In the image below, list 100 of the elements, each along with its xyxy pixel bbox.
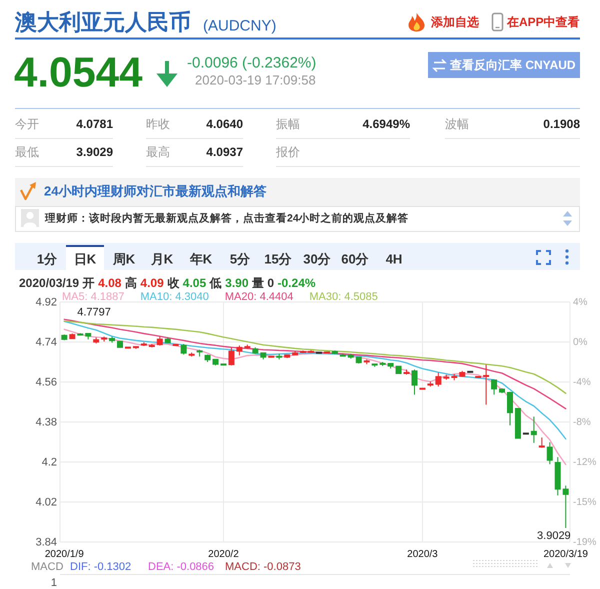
text: MA5: 4.1887 xyxy=(62,290,124,303)
text: 添加自选 xyxy=(430,15,479,30)
y-tick-label: 4.38 xyxy=(36,416,57,429)
annotation: 3.9029 xyxy=(537,530,571,542)
candlestick xyxy=(483,364,490,406)
line-series xyxy=(64,320,566,394)
text: 15分 xyxy=(264,252,293,267)
y-tick-label: 4.74 xyxy=(36,336,57,349)
candlestick xyxy=(404,369,410,375)
candlestick xyxy=(356,356,362,364)
candlestick xyxy=(180,344,187,355)
candlestick xyxy=(435,372,442,387)
text: 波幅 xyxy=(445,117,469,132)
text: -0.0096 (-0.2362%) xyxy=(187,54,316,72)
candlestick xyxy=(236,345,242,356)
candlestick xyxy=(276,353,282,360)
candlestick xyxy=(124,346,131,349)
text: 4.09 xyxy=(140,276,164,290)
y2-tick-label: -4% xyxy=(573,377,591,388)
candlestick xyxy=(443,374,450,380)
candlestick xyxy=(340,353,346,357)
y-tick-label: 4.92 xyxy=(36,296,57,309)
candlestick xyxy=(364,358,370,365)
text: 最低 xyxy=(15,145,39,160)
candlestick xyxy=(77,332,84,336)
candlestick xyxy=(499,388,506,394)
candlestick xyxy=(522,432,529,435)
text: 振幅 xyxy=(276,117,300,132)
annotation: 4.7797 xyxy=(77,306,111,319)
text: 澳大利亚元人民币 xyxy=(14,10,191,35)
candlestick xyxy=(427,381,434,387)
candlestick xyxy=(93,336,100,344)
candlestick xyxy=(300,350,306,354)
text: -0.24% xyxy=(278,276,316,290)
text: 3.9029 xyxy=(76,145,114,160)
y2-tick-label: -12% xyxy=(573,457,596,468)
text: 月K xyxy=(150,252,174,267)
candlestick xyxy=(252,346,258,354)
y-tick-label: 3.84 xyxy=(36,536,57,549)
candlestick xyxy=(260,352,266,360)
candlestick xyxy=(538,437,545,448)
text: 报价 xyxy=(275,145,300,160)
candlestick xyxy=(148,344,155,348)
y-tick-label: 4.56 xyxy=(36,376,57,389)
y2-tick-label: -8% xyxy=(573,417,591,428)
candlestick xyxy=(284,354,290,358)
candlestick xyxy=(212,358,219,366)
x-tick-label: 2020/2 xyxy=(208,549,240,560)
candlestick xyxy=(292,350,298,356)
candlestick xyxy=(140,342,147,346)
candlestick xyxy=(348,353,354,360)
line-series xyxy=(64,318,566,410)
candlestick xyxy=(554,456,561,496)
candlestick xyxy=(156,336,163,346)
candlestick xyxy=(188,352,195,357)
text: 4.0544 xyxy=(14,48,144,96)
candlestick xyxy=(372,363,378,368)
y-tick-label: 4.02 xyxy=(36,496,57,509)
text: 今开 xyxy=(15,117,39,132)
text: 3.90 xyxy=(225,276,249,290)
y2-tick-label: 4% xyxy=(573,297,588,308)
candlestick xyxy=(132,346,139,350)
text: 最高 xyxy=(146,145,170,160)
line-series xyxy=(64,328,566,466)
text: 4.08 xyxy=(98,276,122,290)
text: 4.0781 xyxy=(76,117,114,132)
text: 年K xyxy=(188,252,213,267)
candlestick xyxy=(164,336,171,344)
candlestick xyxy=(388,362,394,369)
text: 收 xyxy=(167,276,180,290)
text: 查看反向汇率 CNYAUD xyxy=(449,58,576,72)
text: 1分 xyxy=(36,252,58,267)
candlestick xyxy=(109,336,116,344)
text: 开 xyxy=(82,276,95,290)
candlestick xyxy=(244,344,250,350)
text: 1 xyxy=(50,576,57,589)
y-tick-label: 4.2 xyxy=(42,456,57,469)
text: 4.05 xyxy=(182,276,206,290)
text: 4.0640 xyxy=(206,117,244,132)
y2-tick-label: -19% xyxy=(573,537,596,548)
text: 在APP中查看 xyxy=(506,15,580,30)
candlestick xyxy=(117,340,124,348)
candlestick xyxy=(530,416,537,444)
text: 周K xyxy=(112,252,136,267)
text: 量 0 xyxy=(251,276,274,290)
text: 理财师：该时段内暂无最新观点及解答，点击查看24小时之前的观点及解答 xyxy=(44,212,409,225)
candlestick xyxy=(491,379,498,396)
text: 4.0937 xyxy=(206,145,244,160)
candlestick xyxy=(204,354,211,362)
text: 60分 xyxy=(341,252,370,267)
candlestick xyxy=(332,350,338,355)
text: MACD xyxy=(31,560,64,573)
x-tick-label: 2020/3/19 xyxy=(543,549,588,560)
candlestick xyxy=(228,347,234,366)
candlestick xyxy=(69,333,76,340)
candlestick xyxy=(396,365,402,374)
candlestick xyxy=(196,349,203,357)
text: 4H xyxy=(386,252,402,267)
candlestick xyxy=(411,369,418,396)
candlestick xyxy=(61,334,68,341)
